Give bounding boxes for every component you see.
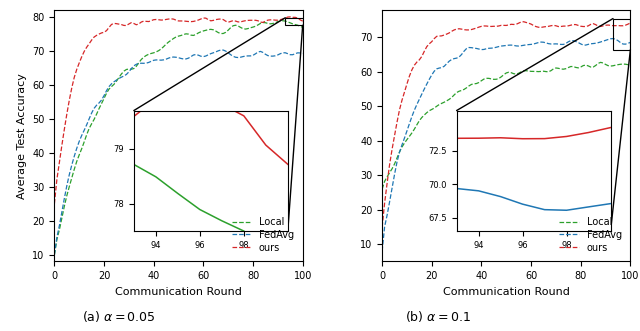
Line: Local: Local (382, 62, 630, 189)
FedAvg (239, 55, 247, 59)
ours (287, 15, 294, 19)
Local (237, 25, 244, 29)
Line: ours: ours (382, 22, 630, 227)
Local (440, 100, 448, 104)
FedAvg (113, 78, 120, 82)
ours (164, 17, 172, 21)
FedAvg (493, 45, 500, 49)
Line: FedAvg: FedAvg (54, 50, 303, 255)
FedAvg (552, 42, 560, 46)
Local (396, 150, 403, 154)
FedAvg (527, 42, 535, 46)
FedAvg (299, 52, 307, 56)
ours (520, 20, 527, 24)
ours (51, 202, 58, 206)
ours (200, 16, 207, 20)
Line: Local: Local (54, 21, 303, 255)
ours (530, 24, 538, 27)
Text: (a) $\alpha = 0.05$: (a) $\alpha = 0.05$ (81, 309, 156, 324)
X-axis label: Communication Round: Communication Round (443, 287, 570, 297)
ours (396, 108, 403, 112)
FedAvg (227, 53, 234, 57)
Text: (b) $\alpha = 0.1$: (b) $\alpha = 0.1$ (405, 309, 472, 324)
Local (378, 187, 386, 191)
FedAvg (164, 56, 172, 60)
FedAvg (378, 249, 386, 253)
Bar (285, 18, 303, 25)
Local (225, 28, 232, 32)
ours (299, 19, 307, 23)
ours (567, 23, 575, 27)
Local (527, 70, 535, 73)
Local (51, 253, 58, 257)
Local (279, 19, 287, 23)
FedAvg (564, 40, 572, 44)
ours (627, 21, 634, 25)
Legend: Local, FedAvg, ours: Local, FedAvg, ours (228, 213, 298, 257)
ours (225, 20, 232, 24)
Local (299, 25, 307, 29)
FedAvg (200, 55, 207, 59)
Local (596, 60, 604, 64)
X-axis label: Communication Round: Communication Round (115, 287, 242, 297)
Local (627, 63, 634, 67)
Local (113, 79, 120, 83)
FedAvg (609, 37, 617, 41)
ours (113, 22, 120, 26)
Bar (613, 19, 630, 50)
Local (564, 66, 572, 70)
Y-axis label: Average Test Accuracy: Average Test Accuracy (17, 73, 27, 199)
Local (200, 29, 207, 33)
ours (440, 33, 448, 37)
FedAvg (627, 40, 634, 44)
ours (68, 86, 76, 90)
FedAvg (440, 64, 448, 68)
FedAvg (51, 253, 58, 257)
Line: ours: ours (54, 17, 303, 204)
Local (68, 176, 76, 180)
ours (378, 225, 386, 229)
Line: FedAvg: FedAvg (382, 39, 630, 251)
ours (237, 20, 244, 24)
FedAvg (68, 163, 76, 167)
FedAvg (217, 48, 225, 52)
ours (493, 24, 500, 28)
ours (555, 24, 563, 28)
Local (164, 40, 172, 44)
Local (493, 77, 500, 81)
Legend: Local, FedAvg, ours: Local, FedAvg, ours (556, 213, 625, 257)
FedAvg (396, 150, 403, 154)
Local (552, 66, 560, 70)
